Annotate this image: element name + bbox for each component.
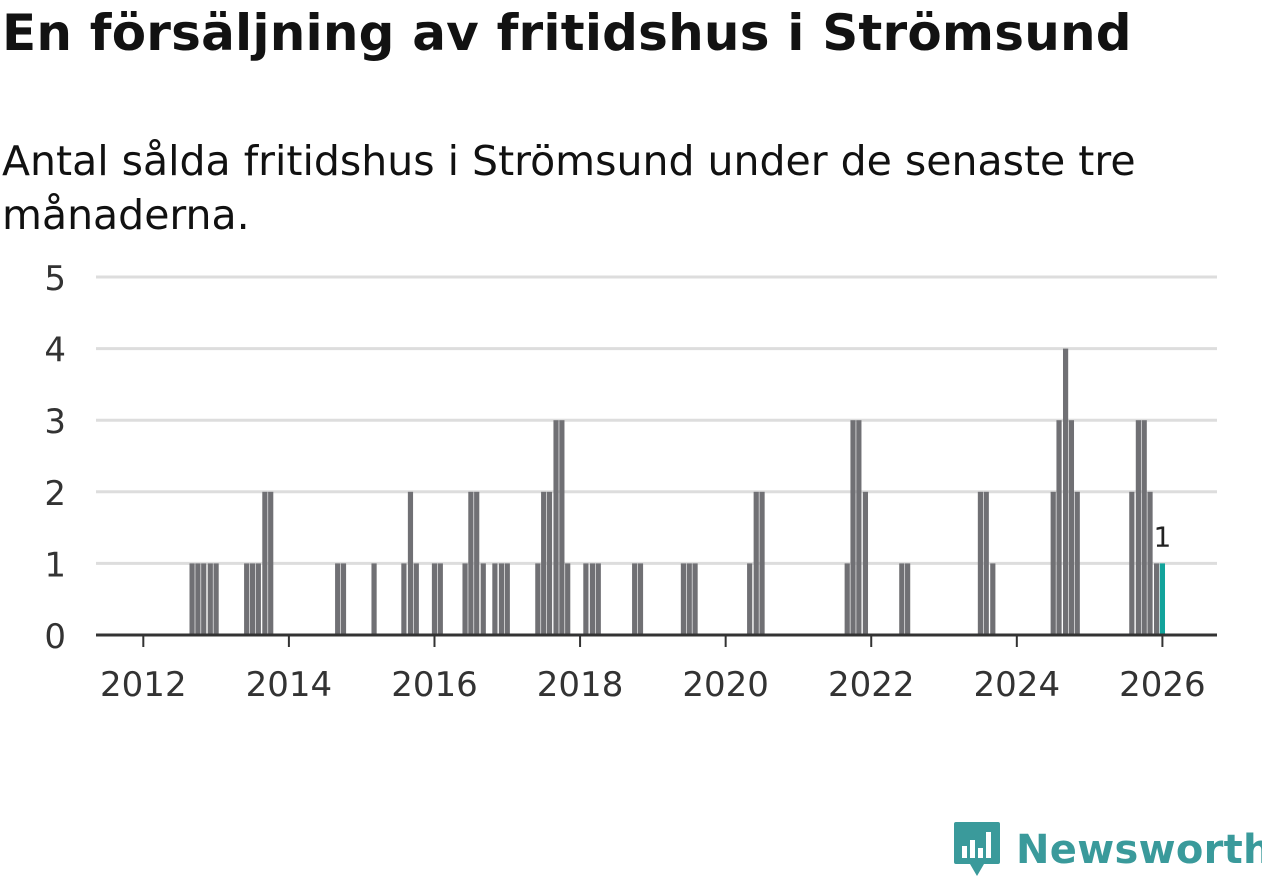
y-tick-label: 5 [44, 259, 66, 299]
brand-name: Newsworthy [1016, 827, 1262, 873]
bar [492, 563, 498, 635]
bar [213, 563, 219, 635]
bar [401, 563, 407, 635]
bar [262, 491, 268, 635]
bar [244, 563, 250, 635]
bar [1129, 491, 1135, 635]
bar [1074, 491, 1080, 635]
bar [862, 491, 869, 635]
y-tick-label: 3 [44, 402, 66, 442]
bar [1147, 491, 1153, 635]
bar [983, 491, 989, 635]
bar [753, 491, 759, 635]
bar [589, 563, 596, 635]
bar [553, 420, 559, 635]
x-tick-label: 2026 [1119, 665, 1206, 705]
bar [1062, 348, 1069, 635]
x-tick-label: 2012 [100, 665, 187, 705]
bar [747, 563, 753, 635]
bar [407, 491, 414, 635]
bar [201, 563, 207, 635]
bar [850, 420, 856, 635]
bar [1135, 420, 1141, 635]
bar [856, 420, 862, 635]
bar [632, 563, 638, 635]
gridlines [96, 275, 1217, 565]
bar [759, 491, 765, 635]
bars [189, 348, 1166, 635]
x-tick-label: 2018 [537, 665, 624, 705]
bar [504, 563, 510, 635]
bar [498, 563, 505, 635]
bar [189, 563, 195, 635]
bar [899, 563, 905, 635]
bar [255, 563, 261, 635]
bar [480, 563, 486, 635]
bar [535, 563, 541, 635]
bar [1153, 563, 1160, 635]
bar [413, 563, 419, 635]
bar [637, 563, 644, 635]
bar [844, 563, 850, 635]
y-tick-label: 4 [44, 331, 66, 371]
bar-highlight [1159, 563, 1166, 635]
x-tick-label: 2022 [828, 665, 915, 705]
bar [468, 491, 474, 635]
y-tick-label: 2 [44, 474, 66, 514]
bar [1141, 420, 1147, 635]
bar [340, 563, 347, 635]
bar [462, 563, 468, 635]
bar [1068, 420, 1075, 635]
bar [195, 563, 201, 635]
bar [990, 563, 996, 635]
x-tick-label: 2016 [391, 665, 478, 705]
bar [541, 491, 547, 635]
bar [431, 563, 438, 635]
bar [207, 563, 213, 635]
bar [977, 491, 984, 635]
bar [268, 491, 274, 635]
x-tick-label: 2020 [682, 665, 769, 705]
x-tick-label: 2024 [974, 665, 1061, 705]
bar [595, 563, 601, 635]
bar [692, 563, 698, 635]
bar [335, 563, 341, 635]
bar [680, 563, 687, 635]
chart-subtitle: Antal sålda fritidshus i Strömsund under… [2, 137, 1136, 239]
bar [437, 563, 443, 635]
bar [1056, 420, 1062, 635]
bar [371, 563, 377, 635]
bar [249, 563, 256, 635]
bar [474, 491, 480, 635]
x-axis-ticks: 2012 2014 2016 2018 2020 2022 2024 2026 [100, 635, 1206, 705]
bar [686, 563, 692, 635]
x-tick-label: 2014 [246, 665, 333, 705]
bar [583, 563, 589, 635]
y-tick-label: 1 [44, 545, 66, 585]
bar [559, 420, 565, 635]
bar [546, 491, 553, 635]
chart-title: En försäljning av fritidshus i Strömsund [2, 4, 1132, 62]
bar [565, 563, 571, 635]
bar [1050, 491, 1056, 635]
newsworthy-brand: Newsworthy [952, 820, 1262, 880]
y-tick-label: 0 [44, 617, 66, 657]
highlight-data-label: 1 [1153, 520, 1171, 553]
annotations: 1 [1150, 517, 1174, 556]
newsworthy-logo-icon [954, 822, 1000, 876]
y-axis-ticks: 0 1 2 3 4 5 [44, 259, 66, 657]
bar [905, 563, 911, 635]
